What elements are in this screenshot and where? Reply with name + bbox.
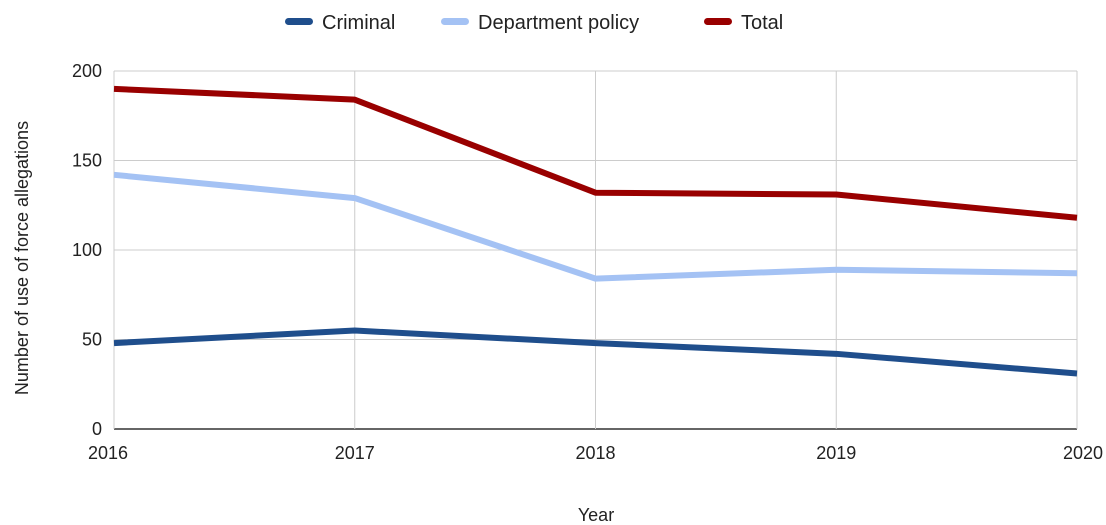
x-tick-label: 2017 (335, 443, 375, 463)
y-tick-label: 100 (72, 240, 102, 260)
legend-item-department-policy: Department policy (441, 12, 639, 34)
x-tick-label: 2019 (816, 443, 856, 463)
legend-swatch (441, 18, 469, 25)
legend-label: Total (741, 12, 783, 34)
x-tick-label: 2016 (88, 443, 128, 463)
series-line-criminal (113, 327, 1078, 377)
legend-swatch (285, 18, 313, 25)
series-lines (113, 85, 1078, 377)
y-axis-ticks: 0 50 100 150 200 (72, 61, 102, 439)
y-tick-label: 50 (82, 330, 102, 350)
legend-label: Department policy (478, 12, 639, 34)
y-axis-title: Number of use of force allegations (12, 121, 32, 395)
series-line-total (113, 85, 1078, 221)
legend: Criminal Department policy Total (285, 12, 783, 34)
x-axis-title: Year (578, 505, 614, 525)
y-tick-label: 0 (92, 419, 102, 439)
x-tick-label: 2018 (575, 443, 615, 463)
legend-swatch (704, 18, 732, 25)
legend-label: Criminal (322, 12, 395, 34)
legend-item-criminal: Criminal (285, 12, 395, 34)
gridlines (113, 70, 1078, 430)
x-tick-label: 2020 (1063, 443, 1103, 463)
legend-item-total: Total (704, 12, 783, 34)
y-tick-label: 200 (72, 61, 102, 81)
series-line-department-policy (113, 171, 1078, 282)
y-tick-label: 150 (72, 151, 102, 171)
x-axis-ticks: 2016 2017 2018 2019 2020 (88, 443, 1103, 463)
